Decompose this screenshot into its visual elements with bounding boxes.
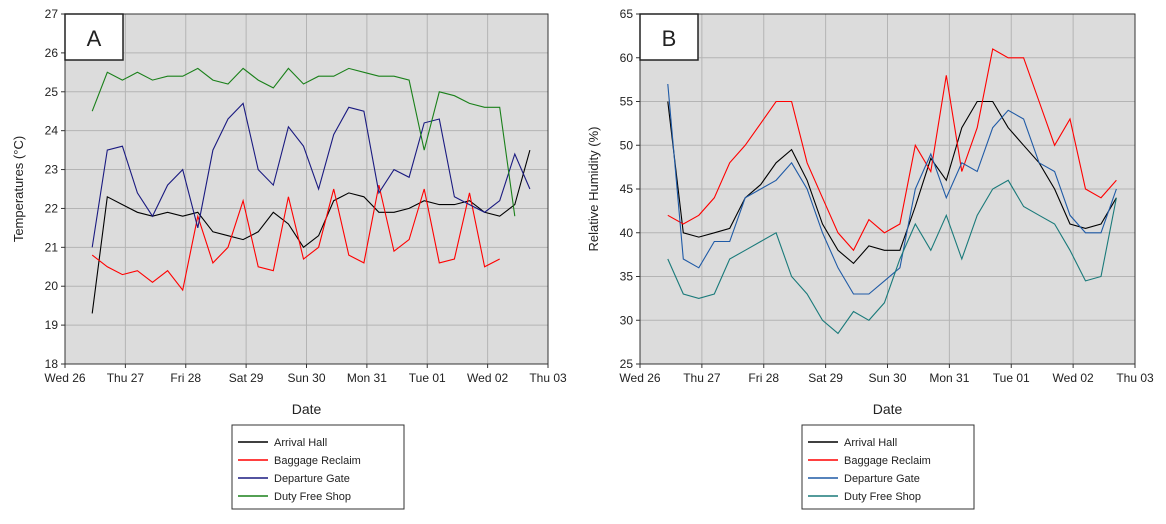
x-tick-label: Mon 31 — [929, 371, 969, 385]
y-tick-label: 27 — [45, 7, 59, 21]
x-tick-label: Wed 26 — [619, 371, 660, 385]
x-tick-label: Tue 01 — [993, 371, 1030, 385]
legend-box — [231, 424, 405, 510]
y-tick-label: 21 — [45, 240, 59, 254]
y-tick-label: 23 — [45, 163, 59, 177]
plot-frame — [639, 13, 1136, 365]
x-tick-label: Tue 01 — [409, 371, 446, 385]
x-tick-label: Thu 03 — [529, 371, 567, 385]
x-tick-label: Thu 27 — [683, 371, 721, 385]
x-tick-label: Mon 31 — [347, 371, 387, 385]
panel-label-box — [639, 13, 699, 61]
y-tick-label: 18 — [45, 357, 59, 371]
legend-label: Baggage Reclaim — [274, 455, 361, 467]
legend-label: Duty Free Shop — [274, 491, 351, 503]
panel-label-box — [64, 13, 124, 61]
plot-frame — [64, 13, 549, 365]
x-tick-label: Fri 28 — [748, 371, 779, 385]
series-line — [91, 67, 516, 217]
y-tick-label: 19 — [45, 318, 59, 332]
x-tick-label: Wed 02 — [1053, 371, 1094, 385]
y-tick-label: 24 — [45, 124, 59, 138]
y-tick-label: 50 — [620, 138, 634, 152]
legend-label: Arrival Hall — [844, 437, 897, 449]
series-line — [667, 179, 1117, 335]
y-tick-label: 25 — [620, 357, 634, 371]
y-tick-label: 26 — [45, 46, 59, 60]
series-line — [91, 184, 500, 292]
x-tick-label: Sat 29 — [808, 371, 843, 385]
x-tick-label: Thu 27 — [107, 371, 145, 385]
y-axis-label: Temperatures (°C) — [11, 136, 26, 242]
x-axis-label: Date — [873, 401, 903, 417]
x-tick-label: Sat 29 — [229, 371, 264, 385]
panel-label: A — [87, 26, 102, 51]
y-tick-label: 40 — [620, 226, 634, 240]
x-tick-label: Sun 30 — [868, 371, 906, 385]
legend-label: Duty Free Shop — [844, 491, 921, 503]
y-tick-label: 65 — [620, 7, 634, 21]
series-line — [667, 48, 1117, 252]
y-tick-label: 22 — [45, 201, 59, 215]
legend-label: Departure Gate — [274, 473, 350, 485]
series-line — [91, 102, 531, 248]
y-tick-label: 35 — [620, 270, 634, 284]
legend-box — [801, 424, 975, 510]
y-tick-label: 25 — [45, 85, 59, 99]
panel-label: B — [662, 26, 677, 51]
y-tick-label: 60 — [620, 51, 634, 65]
x-tick-label: Wed 26 — [44, 371, 85, 385]
x-tick-label: Thu 03 — [1116, 371, 1154, 385]
series-line — [667, 100, 1117, 265]
x-axis-label: Date — [292, 401, 322, 417]
x-tick-label: Wed 02 — [467, 371, 508, 385]
x-tick-label: Sun 30 — [287, 371, 325, 385]
series-line — [91, 149, 531, 314]
y-tick-label: 45 — [620, 182, 634, 196]
legend-label: Departure Gate — [844, 473, 920, 485]
series-line — [667, 83, 1117, 295]
x-tick-label: Fri 28 — [170, 371, 201, 385]
y-tick-label: 30 — [620, 313, 634, 327]
y-axis-label: Relative Humidity (%) — [586, 127, 601, 252]
legend-label: Arrival Hall — [274, 437, 327, 449]
legend-label: Baggage Reclaim — [844, 455, 931, 467]
y-tick-label: 55 — [620, 95, 634, 109]
y-tick-label: 20 — [45, 279, 59, 293]
